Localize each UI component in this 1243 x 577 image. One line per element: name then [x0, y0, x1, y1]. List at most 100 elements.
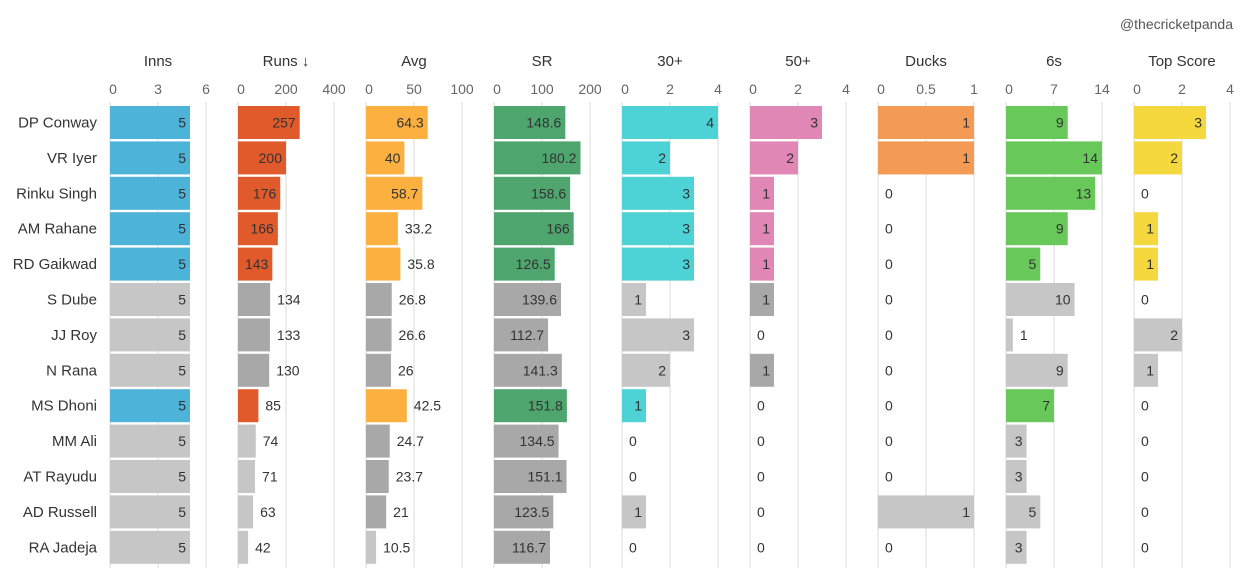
ducks-value-dp-conway: 1 — [962, 115, 970, 131]
50-bar-dp-conway — [750, 106, 822, 139]
player-label-s-dube: S Dube — [47, 292, 97, 309]
runs-bar-ad-russell — [238, 495, 254, 529]
sr-value-n-rana: 141.3 — [523, 362, 558, 378]
sr-bar-ms-dhoni — [494, 389, 567, 423]
6s-value-at-rayudu: 3 — [1015, 469, 1023, 485]
avg-value-at-rayudu: 23.7 — [396, 469, 423, 485]
inns-bar-ad-russell — [110, 495, 190, 529]
50-bar-s-dube — [750, 283, 774, 316]
inns-bar-am-rahane — [110, 212, 190, 246]
50-value-s-dube: 1 — [762, 292, 770, 308]
avg-value-mm-ali: 24.7 — [397, 433, 424, 449]
runs-bar-ms-dhoni — [238, 389, 259, 423]
50-bar-vr-iyer — [750, 141, 798, 175]
6s-bar-s-dube — [1006, 283, 1075, 316]
sr-bar-am-rahane — [494, 212, 574, 246]
avg-value-ms-dhoni: 42.5 — [414, 398, 441, 414]
runs-bar-at-rayudu — [238, 460, 256, 493]
30-header: 30+ — [657, 53, 683, 70]
inns-bar-rd-gaikwad — [110, 247, 190, 281]
30-tick: 0 — [621, 81, 629, 97]
avg-bar-jj-roy — [366, 318, 392, 352]
50-value-ad-russell: 0 — [757, 504, 765, 520]
avg-bar-s-dube — [366, 283, 392, 316]
inns-value-ra-jadeja: 5 — [178, 539, 186, 555]
avg-value-vr-iyer: 40 — [385, 150, 401, 166]
30-value-rinku-singh: 3 — [682, 185, 690, 201]
50-tick: 4 — [842, 81, 850, 97]
30-bar-dp-conway — [622, 106, 718, 139]
top-score-value-at-rayudu: 0 — [1141, 469, 1149, 485]
sr-tick: 200 — [578, 81, 602, 97]
top-score-value-n-rana: 1 — [1146, 362, 1154, 378]
runs-bar-rinku-singh — [238, 176, 281, 210]
runs-value-ra-jadeja: 42 — [255, 539, 271, 555]
30-value-jj-roy: 3 — [682, 327, 690, 343]
sr-value-ms-dhoni: 151.8 — [528, 398, 563, 414]
6s-value-vr-iyer: 14 — [1082, 150, 1098, 166]
50-value-n-rana: 1 — [762, 362, 770, 378]
50-tick: 2 — [794, 81, 802, 97]
6s-value-rd-gaikwad: 5 — [1028, 256, 1036, 272]
ducks-value-rd-gaikwad: 0 — [885, 256, 893, 272]
6s-value-mm-ali: 3 — [1015, 433, 1023, 449]
6s-bar-ra-jadeja — [1006, 530, 1027, 564]
top-score-value-vr-iyer: 2 — [1170, 150, 1178, 166]
top-score-value-am-rahane: 1 — [1146, 221, 1154, 237]
runs-value-dp-conway: 257 — [272, 115, 296, 131]
inns-value-s-dube: 5 — [178, 292, 186, 308]
inns-value-ms-dhoni: 5 — [178, 398, 186, 414]
6s-value-ms-dhoni: 7 — [1042, 398, 1050, 414]
ducks-tick: 0 — [877, 81, 885, 97]
inns-value-ad-russell: 5 — [178, 504, 186, 520]
50-value-at-rayudu: 0 — [757, 469, 765, 485]
6s-value-ra-jadeja: 3 — [1015, 539, 1023, 555]
30-tick: 2 — [666, 81, 674, 97]
30-value-mm-ali: 0 — [629, 433, 637, 449]
avg-value-rinku-singh: 58.7 — [391, 185, 418, 201]
30-bar-jj-roy — [622, 318, 694, 352]
avg-header: Avg — [401, 53, 427, 70]
inns-bar-vr-iyer — [110, 141, 190, 175]
inns-bar-dp-conway — [110, 106, 190, 139]
inns-bar-rinku-singh — [110, 176, 190, 210]
50-bar-n-rana — [750, 353, 774, 387]
top-score-tick: 4 — [1226, 81, 1234, 97]
top-score-value-ms-dhoni: 0 — [1141, 398, 1149, 414]
top-score-bar-jj-roy — [1134, 318, 1182, 352]
avg-bar-n-rana — [366, 353, 391, 387]
runs-bar-vr-iyer — [238, 141, 286, 175]
avg-bar-rinku-singh — [366, 176, 423, 210]
avg-bar-am-rahane — [366, 212, 398, 246]
inns-bar-ra-jadeja — [110, 530, 190, 564]
runs-value-rinku-singh: 176 — [253, 185, 277, 201]
ducks-bar-vr-iyer — [878, 141, 974, 175]
50-value-ms-dhoni: 0 — [757, 398, 765, 414]
inns-bar-s-dube — [110, 283, 190, 316]
runs-bar-rd-gaikwad — [238, 247, 273, 281]
ducks-value-s-dube: 0 — [885, 292, 893, 308]
30-value-ra-jadeja: 0 — [629, 539, 637, 555]
avg-bar-at-rayudu — [366, 460, 389, 493]
runs-value-ms-dhoni: 85 — [265, 398, 281, 414]
6s-header: 6s — [1046, 53, 1062, 70]
6s-tick: 7 — [1050, 81, 1058, 97]
30-bar-rinku-singh — [622, 176, 694, 210]
avg-tick: 50 — [406, 81, 422, 97]
inns-value-at-rayudu: 5 — [178, 469, 186, 485]
player-label-at-rayudu: AT Rayudu — [23, 469, 97, 486]
sr-tick: 0 — [493, 81, 501, 97]
top-score-value-mm-ali: 0 — [1141, 433, 1149, 449]
inns-header: Inns — [144, 53, 172, 70]
sr-value-jj-roy: 112.7 — [510, 327, 544, 343]
30-bar-vr-iyer — [622, 141, 670, 175]
inns-bar-jj-roy — [110, 318, 190, 352]
6s-bar-ms-dhoni — [1006, 389, 1054, 423]
inns-bar-n-rana — [110, 353, 190, 387]
runs-bar-ra-jadeja — [238, 530, 249, 564]
inns-bar-mm-ali — [110, 424, 190, 458]
avg-bar-ms-dhoni — [366, 389, 407, 423]
runs-bar-n-rana — [238, 353, 270, 387]
50-bar-am-rahane — [750, 212, 774, 246]
inns-bar-ms-dhoni — [110, 389, 190, 423]
